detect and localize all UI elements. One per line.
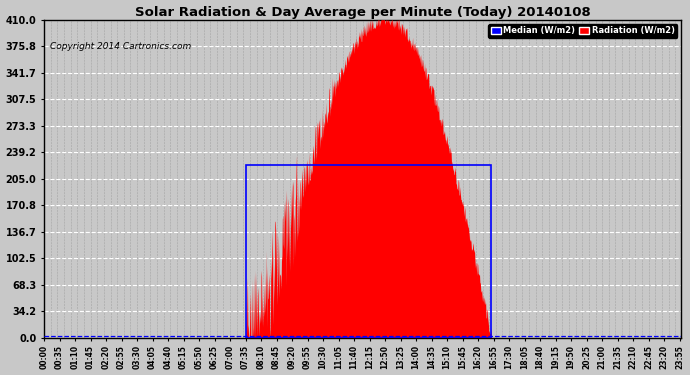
- Text: Copyright 2014 Cartronics.com: Copyright 2014 Cartronics.com: [50, 42, 192, 51]
- Title: Solar Radiation & Day Average per Minute (Today) 20140108: Solar Radiation & Day Average per Minute…: [135, 6, 591, 18]
- Legend: Median (W/m2), Radiation (W/m2): Median (W/m2), Radiation (W/m2): [488, 24, 678, 38]
- Bar: [246, 165, 491, 338]
